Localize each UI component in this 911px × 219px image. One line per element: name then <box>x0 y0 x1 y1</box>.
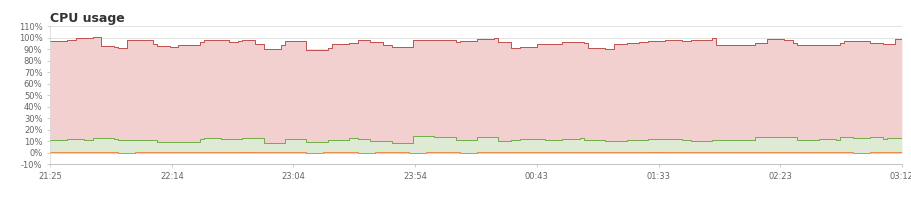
Text: CPU usage: CPU usage <box>50 12 125 25</box>
